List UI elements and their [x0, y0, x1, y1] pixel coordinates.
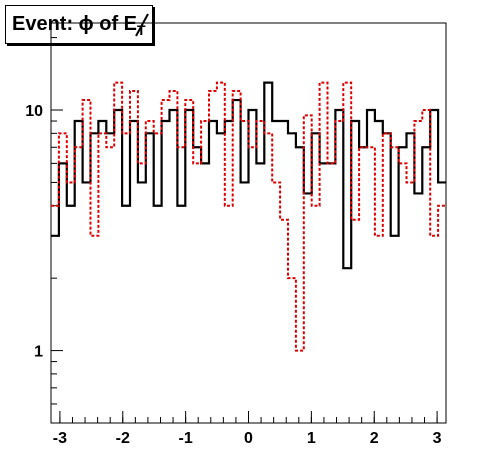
x-tick-label: 2: [370, 430, 379, 447]
series-1-line: [51, 81, 446, 270]
plot-frame: [50, 22, 447, 424]
plot-title: Event: ϕ of ET: [5, 5, 153, 44]
y-tick-label: 10: [25, 103, 43, 120]
series-2-line: [51, 81, 446, 352]
histogram-series: [51, 81, 446, 352]
y-minor-ticks: [51, 37, 57, 405]
plot-title-main: Event: ϕ of E: [12, 13, 137, 35]
missing-et-slash: [135, 13, 149, 37]
y-tick-label: 1: [34, 344, 43, 361]
x-tick-label: -3: [53, 430, 67, 447]
x-tick-label: -2: [116, 430, 130, 447]
x-tick-label: -1: [179, 430, 193, 447]
x-tick-label: 1: [307, 430, 316, 447]
x-tick-label: 0: [244, 430, 253, 447]
y-axis-ticks: 1 10: [25, 103, 63, 361]
x-tick-label: 3: [433, 430, 442, 447]
plot-title-subscript: T: [137, 22, 146, 38]
x-axis-ticks: -3 -2 -1 0 1 2 3: [53, 411, 442, 447]
